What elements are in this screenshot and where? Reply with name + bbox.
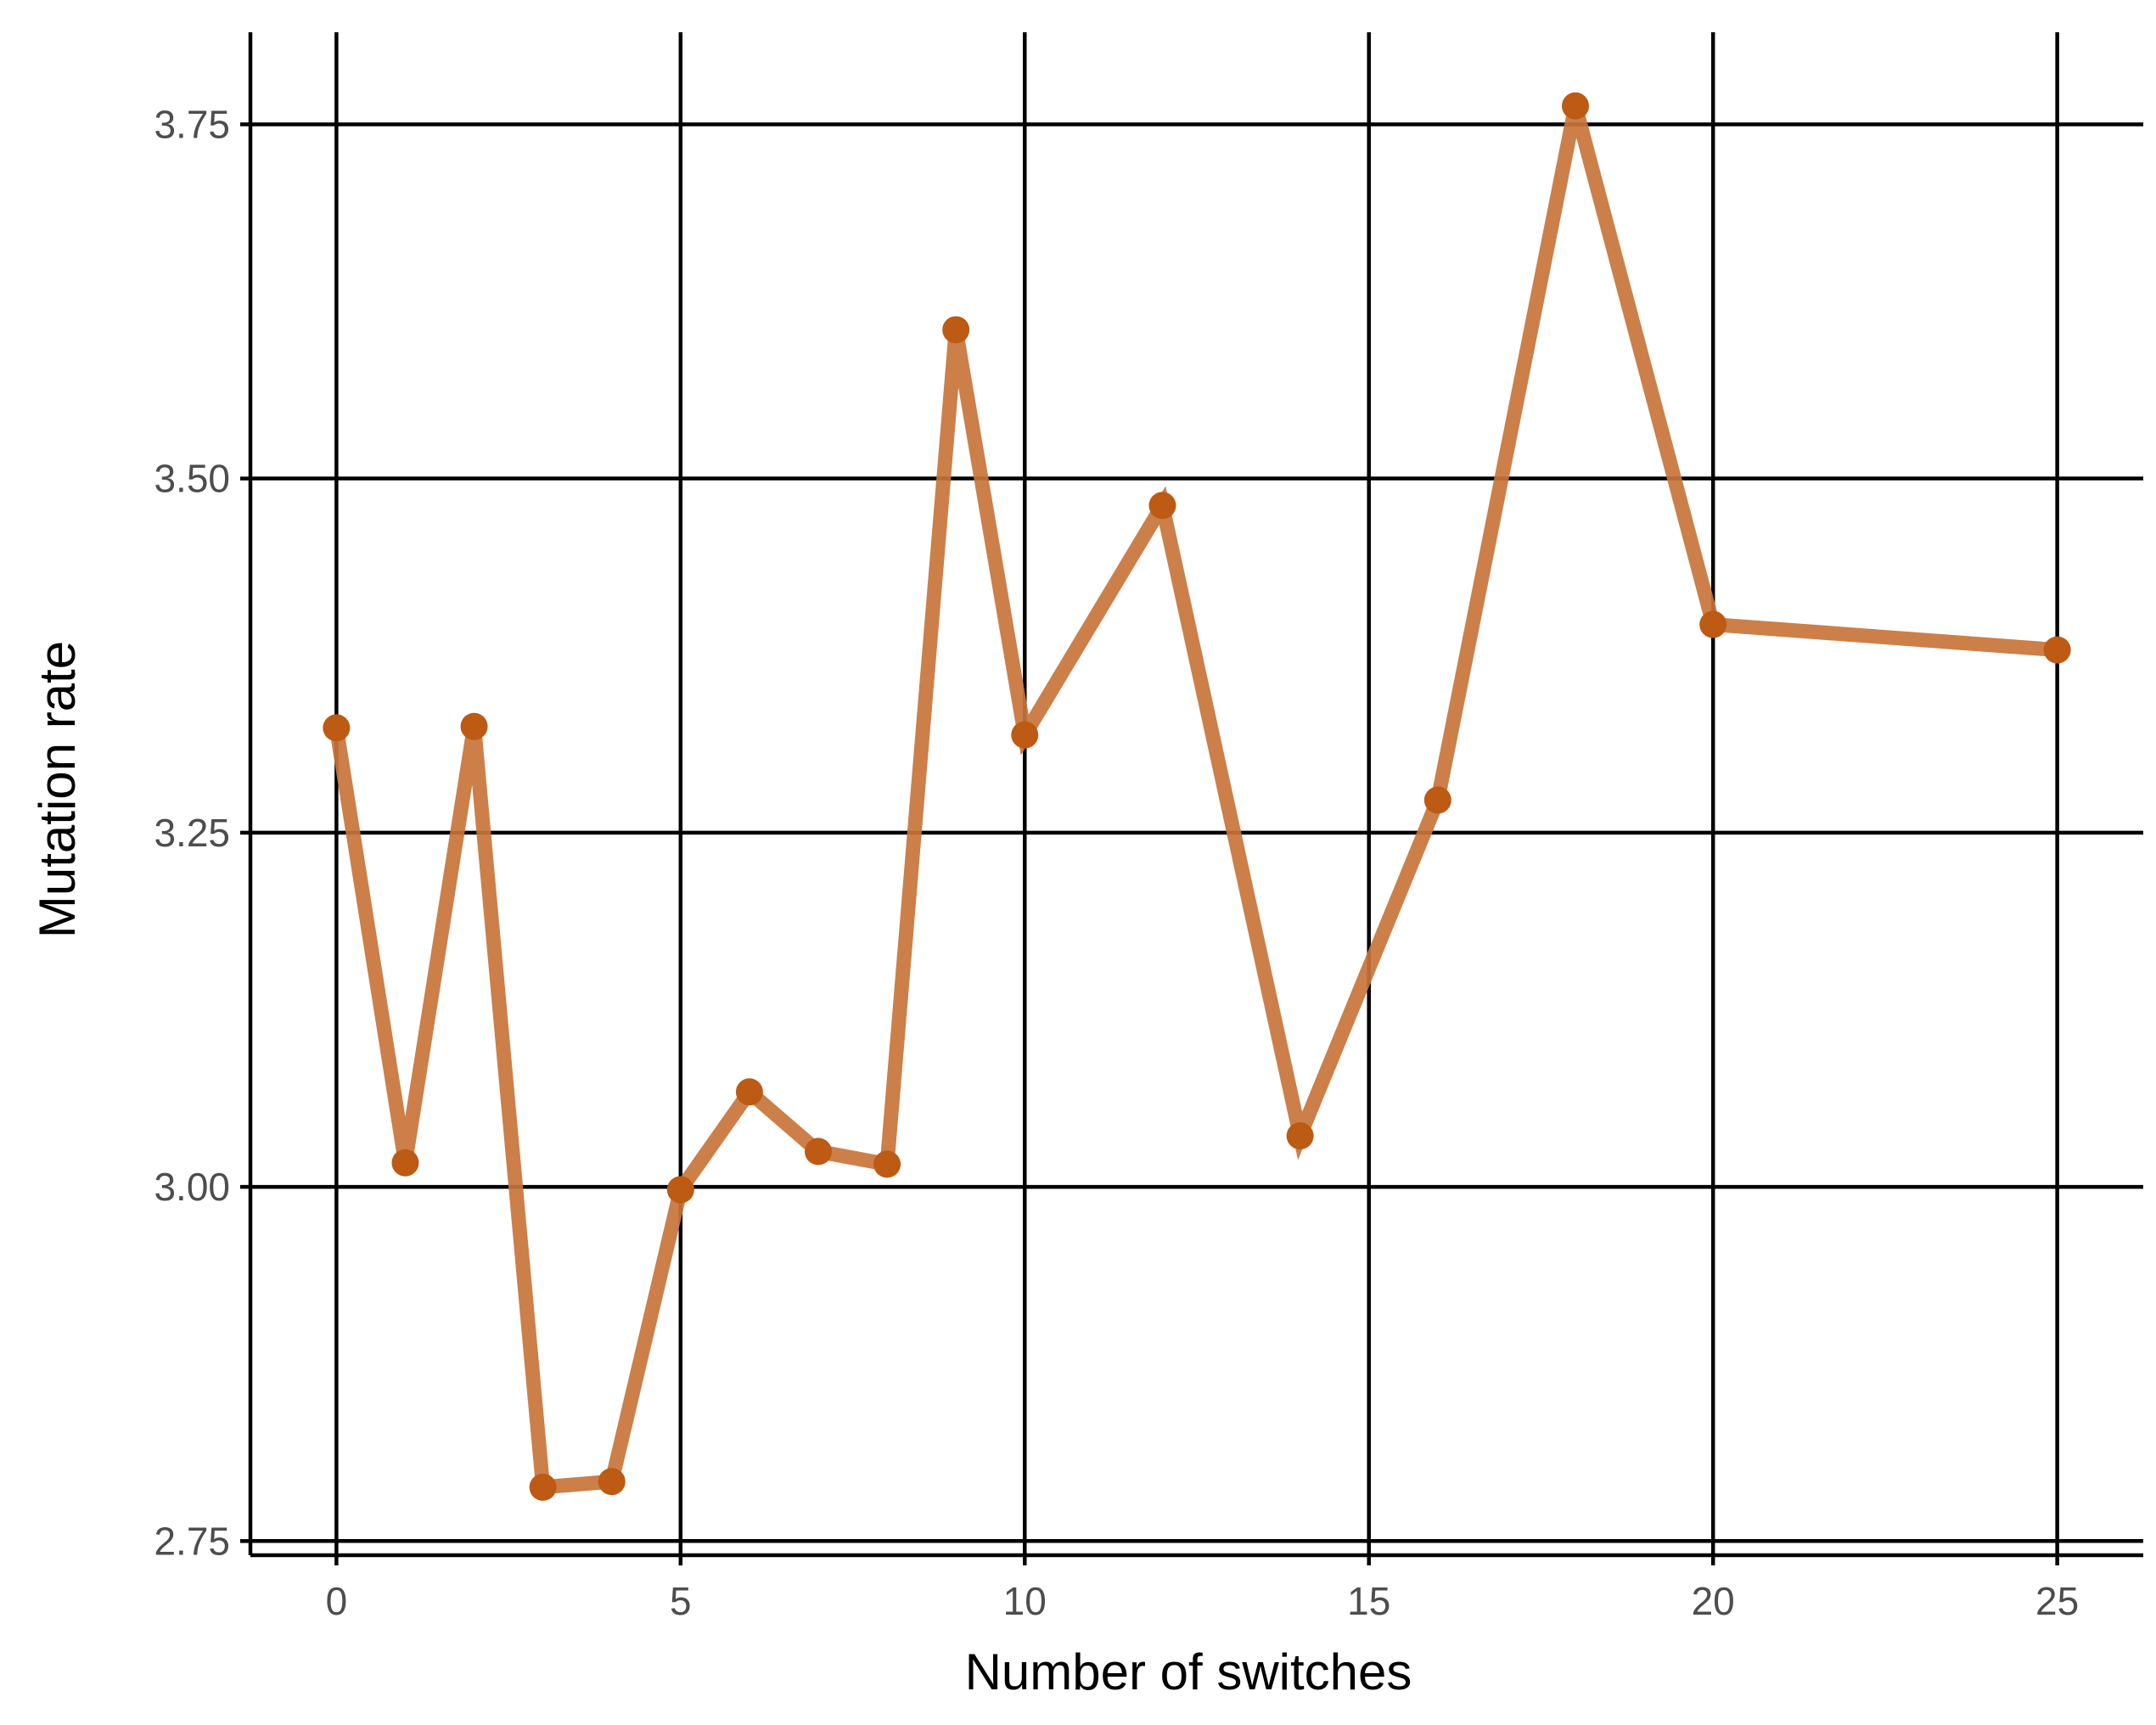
x-tick-label-3: 15 bbox=[1347, 1579, 1390, 1623]
data-point-4 bbox=[598, 1468, 626, 1496]
data-point-11 bbox=[1148, 492, 1176, 520]
data-point-13 bbox=[1423, 786, 1451, 814]
data-point-2 bbox=[460, 712, 488, 740]
grid bbox=[250, 32, 2143, 1555]
x-tick-label-4: 20 bbox=[1692, 1579, 1735, 1623]
series-line-0 bbox=[328, 104, 2058, 1496]
x-tick-label-1: 5 bbox=[670, 1579, 692, 1623]
data-point-8 bbox=[873, 1150, 901, 1178]
data-point-0 bbox=[323, 714, 351, 742]
y-tick-label-2: 3.25 bbox=[154, 811, 230, 855]
data-point-9 bbox=[942, 316, 970, 344]
data-point-16 bbox=[2043, 636, 2071, 664]
data-point-5 bbox=[666, 1176, 694, 1204]
y-tick-label-3: 3.50 bbox=[154, 457, 230, 501]
data-point-6 bbox=[735, 1078, 763, 1106]
y-tick-label-0: 2.75 bbox=[154, 1519, 230, 1563]
data-point-10 bbox=[1011, 721, 1039, 749]
data-point-12 bbox=[1286, 1122, 1314, 1150]
data-point-14 bbox=[1562, 92, 1589, 120]
data-point-3 bbox=[529, 1473, 557, 1501]
y-axis-title: Mutation rate bbox=[29, 641, 86, 938]
y-tick-label-1: 3.00 bbox=[154, 1165, 230, 1209]
axes bbox=[240, 32, 2143, 1565]
tick-labels: 0 5 10 15 20 25 2.75 3.00 3.25 3.50 3.75 bbox=[154, 102, 2079, 1623]
y-tick-label-4: 3.75 bbox=[154, 102, 230, 146]
x-tick-label-5: 25 bbox=[2035, 1579, 2079, 1623]
data-point-1 bbox=[391, 1149, 419, 1177]
x-tick-label-0: 0 bbox=[326, 1579, 348, 1623]
data-point-15 bbox=[1699, 610, 1727, 638]
x-tick-label-2: 10 bbox=[1003, 1579, 1047, 1623]
series bbox=[323, 92, 2071, 1501]
data-point-7 bbox=[805, 1138, 832, 1166]
x-axis-title: Number of switches bbox=[965, 1644, 1412, 1700]
